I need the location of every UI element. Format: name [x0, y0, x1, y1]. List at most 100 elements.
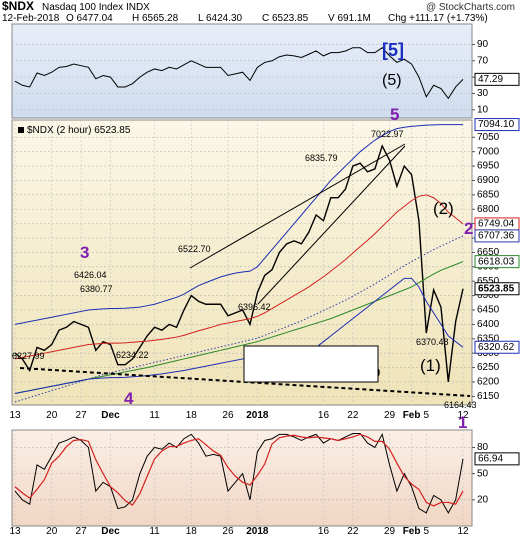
- value-label: 6707.36: [478, 231, 515, 242]
- value-label: 66.94: [478, 453, 503, 464]
- change: Chg +111.17 (+1.73%): [388, 13, 488, 24]
- value-box: [474, 229, 520, 243]
- y-tick-label: 6250: [477, 362, 500, 373]
- y-tick-label: 6150: [477, 391, 500, 402]
- y-tick-label: 6650: [477, 247, 500, 258]
- series-line: [14, 433, 464, 507]
- y-tick-label: 10: [477, 104, 489, 115]
- value-label: 6320.62: [478, 342, 515, 353]
- annotation: 6396.42: [238, 302, 271, 312]
- annotation: 7022.97: [371, 129, 404, 139]
- y-tick-label: 6200: [477, 377, 500, 388]
- y-tick-label: 6550: [477, 276, 500, 287]
- header: $NDX Nasdaq 100 Index INDX @ StockCharts…: [2, 0, 515, 24]
- x-tick-label: 13: [9, 410, 21, 421]
- annotation: 6370.48: [416, 337, 449, 347]
- value-box: [474, 452, 520, 466]
- legend-swatch: [18, 127, 24, 133]
- y-tick-label: 6450: [477, 305, 500, 316]
- y-tick-label: 6800: [477, 204, 500, 215]
- x-tick-label: 12: [457, 410, 469, 421]
- annotation: 2: [464, 219, 473, 238]
- value-box: [474, 72, 520, 86]
- x-tick-label: 2018: [246, 410, 269, 421]
- annotation: 6164.43: [444, 400, 477, 410]
- annotation: 4: [124, 389, 134, 408]
- y-tick-label: 30: [477, 88, 489, 99]
- x-tick-label: 22: [347, 526, 359, 537]
- annotation: 6522.70: [178, 244, 211, 254]
- series-line: [14, 277, 464, 394]
- value-box: [474, 340, 520, 354]
- series-line: [14, 47, 464, 100]
- symbol: $NDX: [2, 0, 34, 13]
- x-tick-label: 20: [46, 526, 58, 537]
- annotation: (2): [433, 199, 454, 218]
- annotation: (5): [382, 72, 402, 89]
- series-line: [14, 124, 464, 325]
- y-tick-label: 70: [477, 55, 489, 66]
- plot-layers: 103050709047.29[5](5)6150620062506300635…: [9, 39, 520, 537]
- x-tick-label: Dec: [101, 526, 120, 537]
- y-tick-label: 6850: [477, 189, 500, 200]
- high: H 6565.28: [132, 13, 179, 24]
- annotation: 6426.04: [74, 270, 107, 280]
- x-tick-label: 11: [149, 410, 160, 421]
- panel-oscillator: [11, 429, 473, 527]
- x-tick-label: 20: [46, 410, 58, 421]
- value-box: [474, 118, 520, 132]
- annotation: 6380.77: [80, 284, 113, 294]
- x-tick-label: 16: [318, 410, 330, 421]
- x-tick-label: 5: [423, 526, 429, 537]
- x-tick-label: 16: [318, 526, 330, 537]
- x-tick-label: 18: [186, 526, 198, 537]
- index-name: Nasdaq 100 Index INDX: [42, 2, 150, 13]
- value-box: [474, 282, 520, 296]
- open: O 6477.04: [66, 13, 113, 24]
- x-tick-label: 2018: [246, 526, 269, 537]
- value-label: 6618.03: [478, 256, 515, 267]
- value-label: 6749.04: [478, 219, 515, 230]
- x-tick-label: Feb: [403, 526, 421, 537]
- series-line: [14, 194, 464, 360]
- x-tick-label: 29: [384, 526, 396, 537]
- volume: V 691.1M: [328, 13, 371, 24]
- value-label: 6523.85: [478, 283, 515, 294]
- trend-line: [257, 145, 406, 305]
- x-tick-label: 5: [423, 410, 429, 421]
- x-tick-label: 22: [347, 410, 359, 421]
- annotation: [5]: [382, 40, 404, 60]
- y-tick-label: 7000: [477, 146, 500, 157]
- value-box: [474, 255, 520, 269]
- x-tick-label: Dec: [101, 410, 120, 421]
- source: @ StockCharts.com: [426, 2, 515, 13]
- y-tick-label: 7050: [477, 132, 500, 143]
- date: 12-Feb-2018: [2, 13, 60, 24]
- y-tick-label: 50: [477, 468, 489, 479]
- trend-line: [189, 143, 406, 269]
- panel-price: [11, 119, 473, 406]
- y-tick-label: 6400: [477, 319, 500, 330]
- panel-rsi: [11, 23, 473, 119]
- annotation: 6227.99: [12, 351, 45, 361]
- annotation: 5: [390, 105, 399, 124]
- x-tick-label: 29: [384, 410, 396, 421]
- y-tick-label: 6350: [477, 333, 500, 344]
- y-tick-label: 90: [477, 39, 489, 50]
- x-tick-label: 26: [222, 410, 234, 421]
- x-tick-label: 11: [149, 526, 160, 537]
- y-tick-label: 6950: [477, 161, 500, 172]
- annotation: (1): [420, 356, 441, 375]
- close: C 6523.85: [262, 13, 309, 24]
- x-tick-label: 12: [457, 526, 469, 537]
- x-tick-label: 18: [186, 410, 198, 421]
- value-label: 47.29: [478, 74, 503, 85]
- y-tick-label: 20: [477, 494, 489, 505]
- annotation: 3: [80, 243, 89, 262]
- x-tick-label: 26: [222, 526, 234, 537]
- value-label: 7094.10: [478, 119, 515, 130]
- annotation: 6234.22: [116, 350, 149, 360]
- series-line: [14, 144, 464, 383]
- x-tick-label: 27: [76, 526, 88, 537]
